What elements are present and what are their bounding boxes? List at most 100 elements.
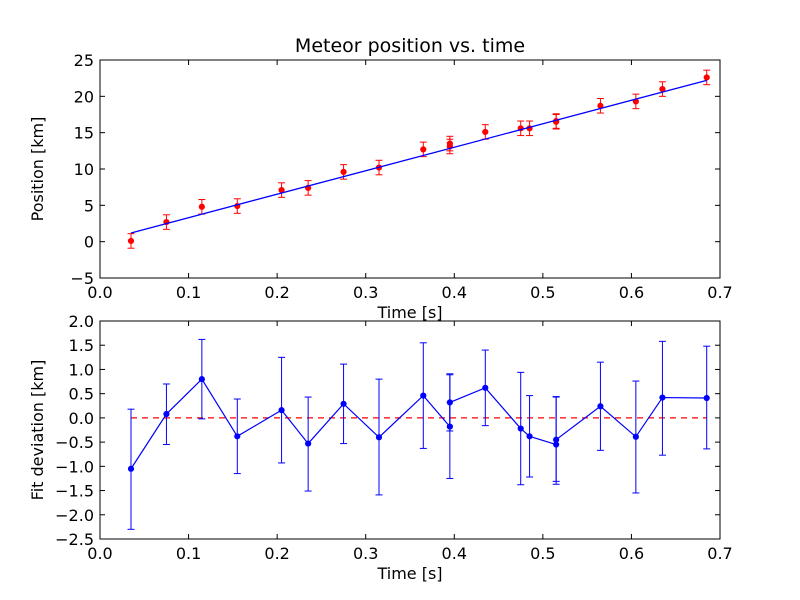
data-point <box>278 407 285 414</box>
data-point <box>446 399 453 406</box>
x-tick-label: 0.2 <box>264 544 289 563</box>
data-point-errorbar <box>162 383 170 446</box>
deviation-chart-marks <box>127 338 711 530</box>
data-point-errorbar <box>552 396 560 485</box>
y-tick-label: 0.0 <box>69 409 94 428</box>
data-point <box>420 392 427 399</box>
deviation-chart: 0.0 0.1 0.2 0.3 0.4 0.5 0.6 0.7 −2.5 −2.0 −1.5 −1.… <box>28 312 733 583</box>
data-point-errorbar <box>632 380 640 494</box>
data-point-errorbar <box>481 349 489 427</box>
data-point-errorbar <box>127 233 135 249</box>
x-tick-label: 0.0 <box>87 544 112 563</box>
data-point <box>553 436 560 443</box>
data-point <box>597 403 604 410</box>
data-point-errorbar <box>658 81 666 97</box>
data-point-errorbar <box>340 164 348 180</box>
data-point-errorbar <box>419 342 427 449</box>
data-point-errorbar <box>233 398 241 475</box>
data-point <box>163 410 170 418</box>
position-chart-x-axis-label: Time [s] <box>376 303 442 322</box>
data-point <box>703 74 710 81</box>
data-point <box>659 394 666 401</box>
x-tick-label: 0.2 <box>264 283 289 302</box>
data-point-errorbar <box>658 340 666 456</box>
y-tick-label: −2.5 <box>55 530 94 549</box>
y-tick-label: 0 <box>84 233 94 252</box>
x-tick-label: 0.5 <box>530 544 555 563</box>
data-point-errorbar <box>278 356 286 464</box>
data-point <box>305 440 312 447</box>
x-tick-label: 0.6 <box>619 283 644 302</box>
position-chart-y-axis-label: Position [km] <box>28 117 47 222</box>
data-point <box>703 394 710 402</box>
data-point <box>526 433 533 440</box>
y-tick-label: −0.5 <box>55 433 94 452</box>
y-tick-label: −1.5 <box>55 482 94 501</box>
fit-line <box>130 79 707 234</box>
y-tick-label: 20 <box>74 87 94 106</box>
position-chart-x-ticks: 0.0 0.1 0.2 0.3 0.4 0.5 0.6 0.7 <box>87 60 733 302</box>
x-tick-label: 0.0 <box>87 283 112 302</box>
deviation-chart-y-axis-label: Fit deviation [km] <box>28 360 47 501</box>
y-tick-label: −1.0 <box>55 457 94 476</box>
deviation-chart-y-ticks: −2.5 −2.0 −1.5 −1.0 −0.5 0.0 0.5 1.0 1.5 2.0 <box>55 312 720 549</box>
data-point-errorbar <box>198 338 206 420</box>
y-tick-label: 1.5 <box>69 336 94 355</box>
data-point <box>198 203 205 210</box>
y-tick-label: −5 <box>70 269 94 288</box>
x-tick-label: 0.7 <box>707 283 732 302</box>
x-tick-label: 0.6 <box>619 544 644 563</box>
x-tick-label: 0.3 <box>353 544 378 563</box>
data-point-errorbar <box>596 361 604 451</box>
position-chart-marks <box>127 69 711 249</box>
data-point-errorbar <box>517 371 525 486</box>
y-tick-label: 2.0 <box>69 312 94 331</box>
x-tick-label: 0.1 <box>176 544 201 563</box>
data-point-errorbar <box>526 395 534 478</box>
data-point-errorbar <box>304 396 312 492</box>
data-point <box>234 433 241 440</box>
position-chart-y-ticks: −5 0 5 10 15 20 25 <box>70 51 720 288</box>
position-chart: 0.0 0.1 0.2 0.3 0.4 0.5 0.6 0.7 −5 0 5 10 15 20 25 Me… <box>28 35 733 322</box>
position-chart-title: Meteor position vs. time <box>295 35 525 57</box>
x-tick-label: 0.4 <box>442 544 467 563</box>
y-tick-label: 1.0 <box>69 360 94 379</box>
x-tick-label: 0.7 <box>707 544 732 563</box>
data-point-errorbar <box>446 373 454 432</box>
data-point-errorbar <box>375 378 383 496</box>
y-tick-label: 25 <box>74 51 94 70</box>
data-point <box>340 168 347 176</box>
x-tick-label: 0.4 <box>442 283 467 302</box>
data-point <box>482 384 489 391</box>
deviation-chart-x-ticks: 0.0 0.1 0.2 0.3 0.4 0.5 0.6 0.7 <box>87 321 733 563</box>
data-point <box>127 465 135 472</box>
data-point-errorbar <box>419 141 427 158</box>
deviation-chart-x-axis-label: Time [s] <box>376 564 442 583</box>
data-point <box>198 376 205 383</box>
data-point <box>659 85 666 93</box>
data-point <box>375 434 383 441</box>
y-tick-label: 15 <box>74 124 94 143</box>
data-point <box>632 433 639 440</box>
deviation-chart-frame <box>99 320 721 540</box>
data-point-errorbar <box>481 124 489 140</box>
data-point <box>420 146 427 153</box>
data-point-errorbar <box>596 98 604 114</box>
x-tick-label: 0.1 <box>176 283 201 302</box>
data-point <box>127 237 135 245</box>
y-tick-label: 5 <box>84 196 94 215</box>
data-point <box>340 400 347 407</box>
y-tick-label: −2.0 <box>55 506 94 525</box>
x-tick-label: 0.3 <box>353 283 378 302</box>
data-point <box>517 425 524 432</box>
y-tick-label: 10 <box>74 160 94 179</box>
data-point-errorbar <box>278 182 286 198</box>
data-point <box>482 128 489 136</box>
data-point-errorbar <box>703 345 711 450</box>
y-tick-label: 0.5 <box>69 385 94 404</box>
data-point-errorbar <box>703 69 711 86</box>
x-tick-label: 0.5 <box>530 283 555 302</box>
data-point-errorbar <box>340 363 348 445</box>
